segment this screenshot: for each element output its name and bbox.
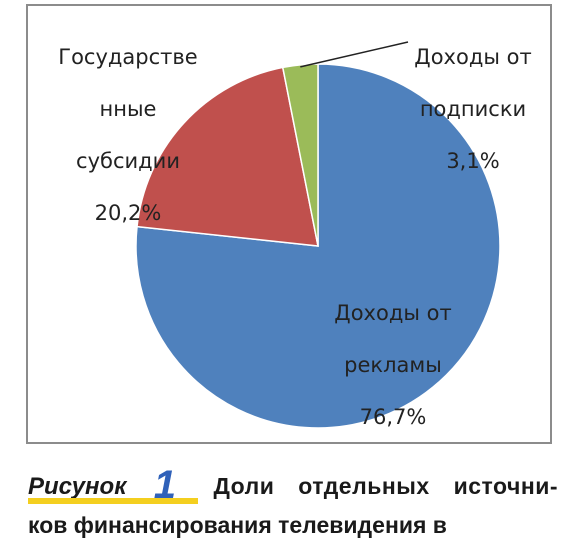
pie-chart (135, 41, 501, 429)
slice-label-subsidies-value: 20,2% (94, 201, 162, 225)
slice-label-subsidies-line-2: нные (99, 97, 157, 121)
slice-label-subscription-line-2: подписки (419, 97, 527, 121)
pie-slice-subscription (281, 63, 319, 247)
slice-label-advertising: Доходы от рекламы 76,7% (318, 274, 468, 430)
caption-text-1: Доли отдельных источни- (213, 473, 559, 499)
chart-frame: Доходы от рекламы 76,7% Государстве нные… (26, 4, 552, 444)
slice-label-subscription-value: 3,1% (446, 149, 500, 173)
slice-label-subsidies-line-3: субсидии (76, 149, 180, 173)
slice-label-subscription-line-1: Доходы от (414, 45, 532, 69)
figure-caption: Рисунок 1 Доли отдельных источни- ков фи… (28, 462, 558, 544)
leader-line-subscription (300, 41, 409, 68)
pie-slice-advertising (135, 63, 501, 429)
slice-label-subsidies: Государстве нные субсидии 20,2% (48, 18, 208, 226)
pie-slice-subsidies (136, 66, 319, 247)
figure-underline (28, 498, 198, 504)
figure-number: 1 (153, 463, 177, 507)
slice-label-advertising-line-2: рекламы (344, 353, 442, 377)
slice-label-advertising-value: 76,7% (359, 405, 427, 429)
caption-line-2: ков финансирования телевидения в (28, 512, 447, 538)
slice-label-subscription: Доходы от подписки 3,1% (398, 18, 548, 174)
figure-word: Рисунок (28, 473, 127, 500)
slice-label-advertising-line-1: Доходы от (334, 301, 452, 325)
slice-label-subsidies-line-1: Государстве (58, 45, 198, 69)
caption-line-1: Рисунок 1 Доли отдельных источни- (28, 462, 558, 506)
